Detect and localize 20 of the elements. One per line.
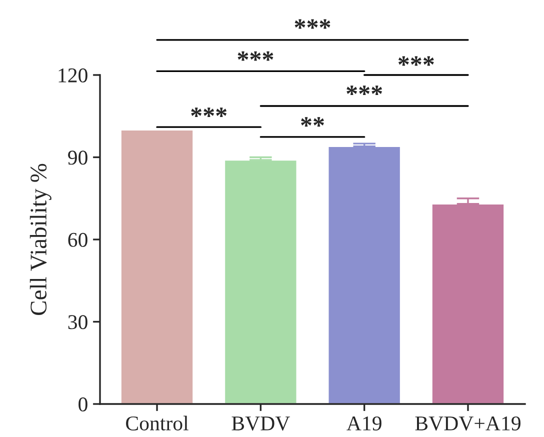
text: *** <box>238 51 274 61</box>
x-tick-label: Control <box>126 416 188 430</box>
x-tick-label: BVDV <box>232 416 290 431</box>
y-axis-title: Cell Viability % <box>30 164 52 315</box>
annotation: ** <box>301 117 324 127</box>
annotation: *** <box>346 86 382 96</box>
y-tick-label: 30 <box>68 315 88 330</box>
y-tick-label: 0 <box>78 397 88 412</box>
x-tick-label: BVDV+A19 <box>415 416 520 431</box>
y-tick-label: 90 <box>68 150 88 165</box>
bar <box>120 129 194 404</box>
text: *** <box>398 56 434 66</box>
x-tick-label: A19 <box>346 416 382 430</box>
annotation: *** <box>191 108 227 117</box>
bar <box>327 146 402 404</box>
bar <box>224 159 298 404</box>
y-tick-label: 60 <box>68 232 88 247</box>
text: *** <box>294 19 330 29</box>
bar <box>431 203 505 404</box>
y-tick-label: 120 <box>58 68 88 82</box>
